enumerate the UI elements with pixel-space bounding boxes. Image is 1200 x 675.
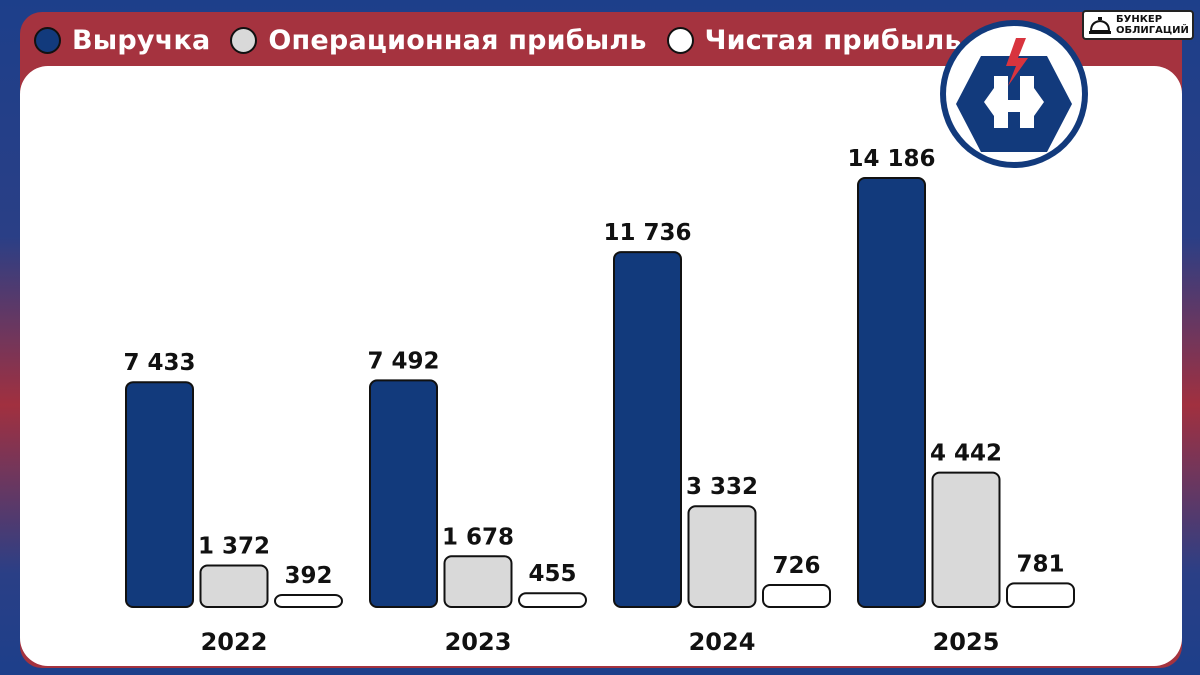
legend-swatch-net-profit [666,26,694,54]
bar-net-profit-2025 [1006,582,1075,608]
value-label-net-profit-2024: 726 [772,553,820,579]
value-label-net-profit-2023: 455 [528,561,576,587]
bar-operating-profit-2024 [687,505,757,609]
value-label-operating-profit-2025: 4 442 [930,441,1002,467]
value-label-revenue-2025: 14 186 [847,146,935,172]
value-label-operating-profit-2022: 1 372 [198,534,270,560]
legend-label-net-profit: Чистая прибыль [704,24,962,56]
category-label-2023: 2023 [445,628,512,656]
value-label-operating-profit-2024: 3 332 [686,474,758,500]
value-label-net-profit-2022: 392 [284,563,332,589]
brand-line-1: БУНКЕР [1116,14,1163,25]
bar-operating-profit-2025 [931,471,1001,608]
legend-item-net-profit: Чистая прибыль [666,24,962,56]
legend-label-revenue: Выручка [72,24,211,56]
bar-net-profit-2022 [274,594,343,608]
legend-swatch-revenue [34,26,61,54]
bar-net-profit-2023 [518,592,587,608]
bell-icon [1089,17,1111,34]
category-labels-group: 2022 2023 2024 2025 [201,628,1000,656]
bar-revenue-2025 [857,177,926,608]
brand-text: БУНКЕР ОБЛИГАЦИЙ [1116,14,1189,36]
bar-revenue-2022 [125,381,194,608]
value-label-revenue-2024: 11 736 [603,220,691,246]
value-labels-group: 7 433 1 372 392 7 492 1 678 455 11 736 3 332 726… [123,146,1064,589]
legend-item-operating-profit: Операционная прибыль [230,25,646,56]
value-label-revenue-2022: 7 433 [123,350,195,376]
bars-group [125,177,1075,609]
brand-line-2: ОБЛИГАЦИЙ [1116,25,1189,36]
brand-badge: БУНКЕР ОБЛИГАЦИЙ [1082,10,1194,40]
category-label-2024: 2024 [689,628,756,656]
bar-operating-profit-2023 [443,555,513,609]
legend-item-revenue: Выручка [34,25,210,56]
chart-legend: Выручка Операционная прибыль Чистая приб… [34,20,982,60]
value-label-operating-profit-2023: 1 678 [442,524,514,550]
value-label-revenue-2023: 7 492 [367,348,439,374]
legend-swatch-operating-profit [230,26,258,54]
category-label-2022: 2022 [201,628,268,656]
hexagon-logo-icon [940,20,1088,168]
bar-revenue-2023 [369,379,438,608]
bar-revenue-2024 [613,251,682,608]
legend-label-operating-profit: Операционная прибыль [268,24,647,56]
bar-operating-profit-2022 [199,564,269,608]
bar-net-profit-2024 [762,584,831,609]
value-label-net-profit-2025: 781 [1016,551,1064,577]
category-label-2025: 2025 [933,628,1000,656]
